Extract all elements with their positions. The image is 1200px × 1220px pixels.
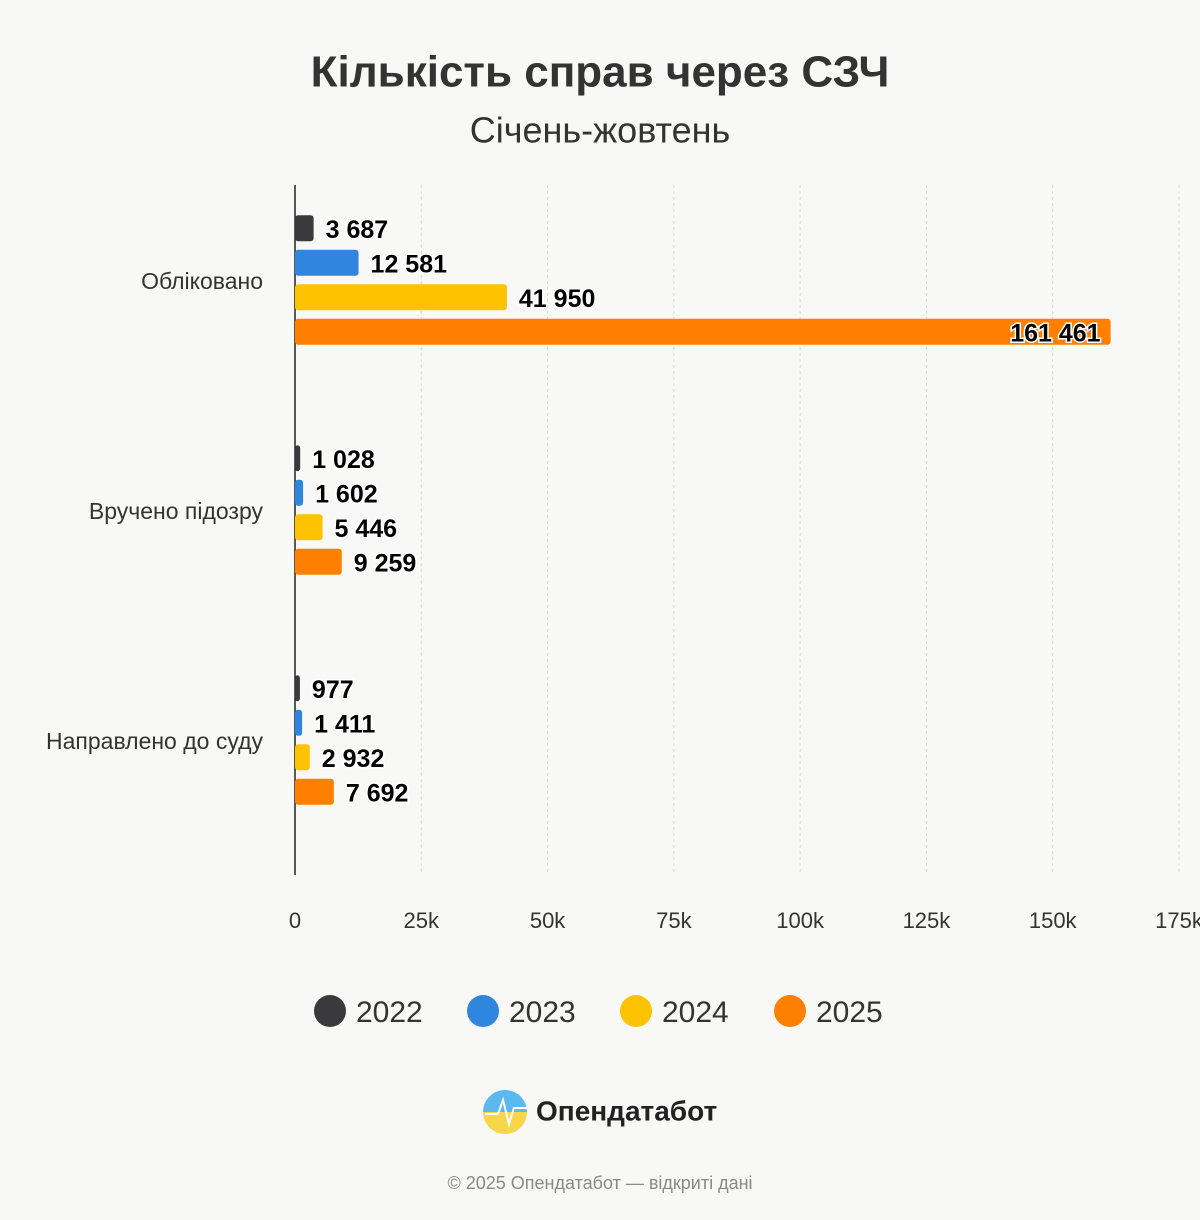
x-tick-label: 125k <box>903 908 952 933</box>
legend-label: 2024 <box>662 996 729 1029</box>
bar <box>295 479 304 506</box>
value-label: 5 446 <box>335 515 398 543</box>
x-tick-label: 0 <box>289 908 301 933</box>
brand-name: Опендатабот <box>536 1095 717 1126</box>
value-label: 161 461 <box>1010 319 1100 347</box>
value-label: 9 259 <box>354 549 417 577</box>
bar <box>295 548 342 575</box>
legend-label: 2023 <box>509 996 576 1029</box>
bar <box>295 514 323 541</box>
value-label: 7 692 <box>346 779 409 807</box>
x-tick-label: 75k <box>656 908 692 933</box>
legend-marker <box>467 995 499 1027</box>
bar <box>295 445 301 472</box>
value-label: 41 950 <box>519 285 595 313</box>
x-tick-label: 50k <box>530 908 566 933</box>
value-label: 1 028 <box>312 446 375 474</box>
chart-subtitle: Січень-жовтень <box>470 110 731 151</box>
value-label: 3 687 <box>326 216 389 244</box>
bar <box>295 709 303 736</box>
legend-label: 2022 <box>356 996 423 1029</box>
category-label: Обліковано <box>141 268 263 294</box>
footer: © 2025 Опендатабот — відкриті дані <box>447 1173 752 1193</box>
x-tick-label: 150k <box>1029 908 1078 933</box>
legend-marker <box>774 995 806 1027</box>
value-label: 1 602 <box>315 480 378 508</box>
bar <box>295 284 507 311</box>
bar <box>295 744 310 771</box>
category-label: Направлено до суду <box>46 728 263 754</box>
bar <box>295 318 1111 345</box>
value-label: 2 932 <box>322 745 385 773</box>
value-label: 12 581 <box>371 250 448 278</box>
brand-logo <box>483 1090 527 1134</box>
category-label: Вручено підозру <box>89 498 264 524</box>
bar <box>295 675 300 702</box>
x-tick-label: 175k <box>1155 908 1200 933</box>
bar <box>295 249 359 276</box>
legend-marker <box>620 995 652 1027</box>
legend-label: 2025 <box>816 996 883 1029</box>
x-tick-label: 100k <box>776 908 825 933</box>
bar <box>295 215 314 242</box>
value-label: 1 411 <box>314 710 375 738</box>
x-tick-label: 25k <box>404 908 440 933</box>
value-label: 977 <box>312 676 354 704</box>
bar <box>295 778 334 805</box>
chart-title: Кількість справ через СЗЧ <box>311 48 890 97</box>
legend-marker <box>314 995 346 1027</box>
